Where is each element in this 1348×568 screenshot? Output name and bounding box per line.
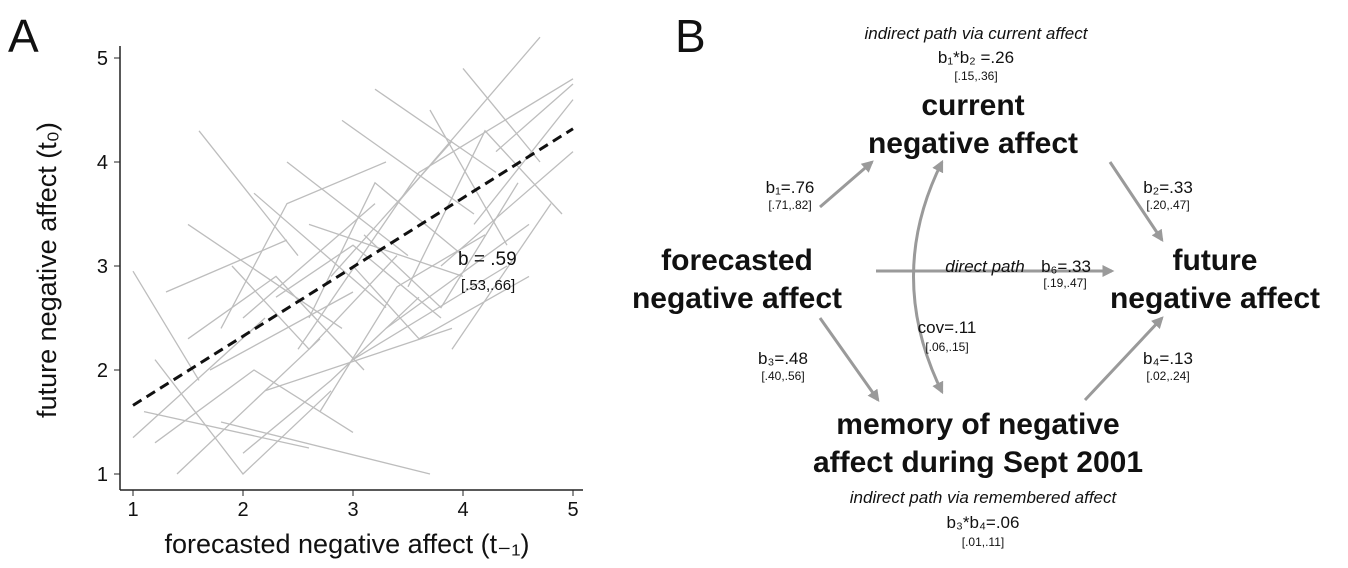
- arrow: [819, 160, 874, 209]
- edge-ci: [.02,.24]: [1146, 369, 1189, 383]
- path-diagram: current negative affect forecasted negat…: [632, 24, 1320, 549]
- data-line: [473, 99, 574, 225]
- edge-label: b₃=.48: [758, 349, 808, 368]
- edge-label: b₂=.33: [1143, 178, 1193, 197]
- y-tick-label: 4: [97, 152, 108, 174]
- data-line: [352, 265, 508, 361]
- arrow: [1108, 161, 1164, 242]
- data-line: [418, 78, 574, 173]
- y-tick-label: 5: [97, 48, 108, 70]
- edge-ci: [.20,.47]: [1146, 198, 1189, 212]
- data-line: [176, 338, 321, 475]
- covariance-arrow: [912, 159, 944, 395]
- data-line: [132, 127, 574, 407]
- data-line: [220, 421, 431, 475]
- node-label: memory of negative: [836, 408, 1119, 441]
- indirect-estimate: b₃*b₄=.06: [947, 513, 1020, 532]
- data-line: [165, 239, 288, 293]
- node-label: affect during Sept 2001: [813, 446, 1143, 479]
- fit-ci: [.53,.66]: [461, 277, 515, 294]
- data-line: [319, 234, 486, 412]
- data-line: [143, 410, 310, 449]
- data-line: [264, 327, 453, 392]
- edge-ci: [.06,.15]: [925, 340, 968, 354]
- data-line: [242, 203, 376, 319]
- x-tick-label: 2: [237, 499, 248, 521]
- edge-label: b₄=.13: [1143, 349, 1193, 368]
- node-label: negative affect: [1110, 282, 1320, 315]
- data-line: [462, 67, 541, 163]
- indirect-ci: [.15,.36]: [954, 69, 997, 83]
- data-line: [231, 255, 398, 351]
- x-tick-label: 3: [347, 499, 358, 521]
- indirect-title: indirect path via remembered affect: [850, 488, 1118, 507]
- data-line: [132, 270, 200, 381]
- data-line: [242, 296, 420, 454]
- y-tick-label: 3: [97, 256, 108, 278]
- data-line: [275, 244, 442, 319]
- arrow: [1083, 316, 1164, 402]
- data-line: [187, 223, 343, 329]
- node-label: negative affect: [868, 127, 1078, 160]
- edge-label: b₆=.33: [1041, 257, 1091, 276]
- indirect-title: indirect path via current affect: [864, 24, 1088, 43]
- x-tick-label: 1: [127, 499, 138, 521]
- data-line: [440, 151, 574, 267]
- panel-label: A: [8, 10, 39, 62]
- y-tick-label: 1: [97, 464, 108, 486]
- x-tick-label: 5: [567, 499, 578, 521]
- data-line: [253, 192, 387, 309]
- data-line: [308, 181, 464, 319]
- fit-label: b = .59: [458, 249, 517, 270]
- node-label: forecasted: [661, 244, 813, 277]
- data-line: [209, 291, 354, 371]
- edge-label: cov=.11: [918, 318, 977, 337]
- edge-ci: [.40,.56]: [761, 369, 804, 383]
- data-line: [187, 275, 365, 371]
- data-line: [429, 109, 508, 246]
- x-axis-label: forecasted negative affect (t₋₁): [164, 529, 529, 559]
- data-line: [286, 161, 409, 257]
- data-line: [308, 223, 464, 278]
- data-line: [495, 83, 574, 153]
- edge-ci: [.71,.82]: [768, 198, 811, 212]
- node-label: current: [921, 89, 1024, 122]
- y-tick-label: 2: [97, 360, 108, 382]
- edge-prefix: direct path: [945, 257, 1024, 276]
- y-axis-label: future negative affect (t₀): [32, 122, 62, 418]
- data-line: [352, 265, 530, 340]
- data-line: [154, 369, 354, 444]
- panel-label: B: [675, 10, 706, 62]
- data-line: [374, 88, 497, 173]
- data-line: [198, 130, 299, 257]
- data-line: [341, 119, 475, 215]
- x-tick-label: 4: [457, 499, 468, 521]
- indirect-ci: [.01,.11]: [962, 535, 1004, 549]
- data-line: [154, 359, 332, 475]
- data-line: [451, 203, 552, 350]
- data-line: [396, 36, 541, 205]
- edge-label: b₁=.76: [766, 178, 815, 197]
- data-line: [363, 182, 519, 309]
- indirect-estimate: b₁*b₂ =.26: [938, 48, 1014, 67]
- node-label: negative affect: [632, 282, 842, 315]
- data-line: [220, 161, 387, 329]
- arrow: [818, 317, 880, 402]
- node-label: future: [1173, 244, 1258, 277]
- edge-ci: [.19,.47]: [1043, 276, 1086, 290]
- data-line: [407, 129, 563, 288]
